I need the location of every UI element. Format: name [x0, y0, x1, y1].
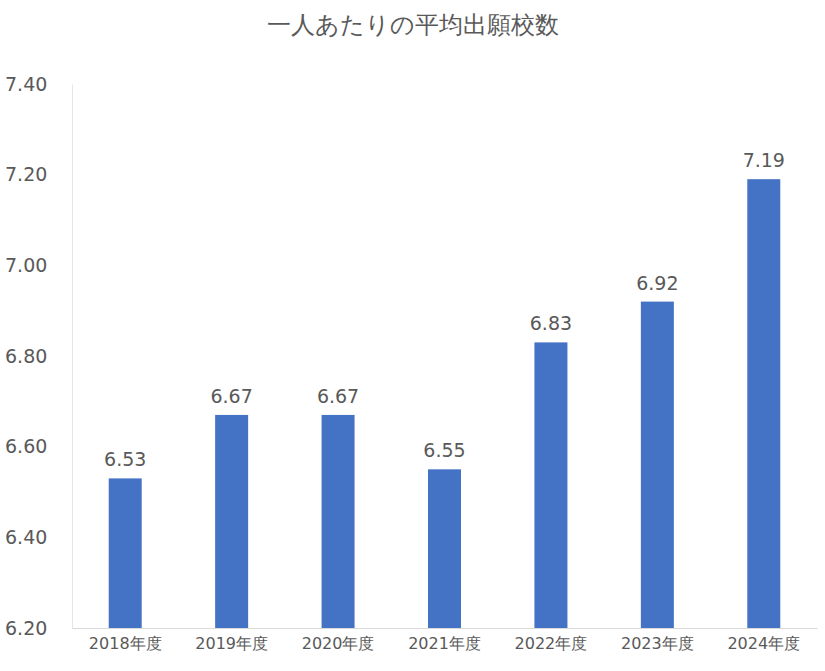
bar [322, 415, 355, 628]
y-tick: 6.40 [5, 526, 72, 548]
x-axis: 2018年度 2019年度 2020年度 2021年度 2022年度 2023年度 2024… [73, 628, 818, 653]
data-label: 6.53 [104, 448, 146, 470]
y-tick-label: 6.40 [5, 526, 47, 548]
x-tick-label: 2019年度 [195, 634, 268, 653]
bar [534, 342, 567, 628]
x-tick-label: 2021年度 [408, 634, 481, 653]
x-tick: 2019年度 [195, 628, 268, 653]
x-tick-label: 2020年度 [302, 634, 375, 653]
x-tick: 2021年度 [408, 628, 481, 653]
chart: 6.20 6.40 6.60 6.80 7.00 7.20 7.40 2018年度 2019年度… [0, 0, 825, 671]
x-axis-line [73, 628, 818, 629]
y-tick: 6.60 [5, 435, 72, 457]
y-tick-label: 7.40 [5, 73, 47, 95]
x-tick: 2020年度 [302, 628, 375, 653]
x-tick-label: 2022年度 [515, 634, 588, 653]
x-tick: 2024年度 [727, 628, 800, 653]
data-label: 6.55 [423, 439, 465, 461]
data-label: 6.83 [530, 312, 572, 334]
x-tick-label: 2018年度 [89, 634, 162, 653]
title: 一人あたりの平均出願校数 [267, 11, 559, 39]
bar [747, 179, 780, 628]
bar [641, 302, 674, 628]
y-tick: 7.00 [5, 254, 72, 276]
bar [215, 415, 248, 628]
bar [109, 478, 142, 628]
data-labels: 6.53 6.67 6.67 6.55 6.83 6.92 7.19 [104, 149, 785, 470]
data-label: 6.67 [210, 385, 252, 407]
y-tick: 6.20 [5, 617, 72, 639]
data-label: 6.67 [317, 385, 359, 407]
y-tick-label: 6.20 [5, 617, 47, 639]
x-tick: 2023年度 [621, 628, 694, 653]
y-tick: 7.20 [5, 163, 72, 185]
y-tick-label: 6.80 [5, 345, 47, 367]
bars [109, 179, 781, 628]
bar [428, 469, 461, 628]
x-tick: 2022年度 [515, 628, 588, 653]
x-tick-label: 2023年度 [621, 634, 694, 653]
y-tick-label: 7.20 [5, 163, 47, 185]
plot: 6.20 6.40 6.60 6.80 7.00 7.20 7.40 2018年度 2019年度… [5, 73, 818, 654]
x-tick-label: 2024年度 [727, 634, 800, 653]
y-axis: 6.20 6.40 6.60 6.80 7.00 7.20 7.40 [5, 73, 73, 639]
y-tick-label: 6.60 [5, 435, 47, 457]
y-tick: 6.80 [5, 345, 72, 367]
y-tick: 7.40 [5, 73, 72, 95]
y-axis-line [72, 85, 73, 629]
y-tick-label: 7.00 [5, 254, 47, 276]
x-tick: 2018年度 [89, 628, 162, 653]
data-label: 7.19 [743, 149, 785, 171]
data-label: 6.92 [636, 272, 678, 294]
